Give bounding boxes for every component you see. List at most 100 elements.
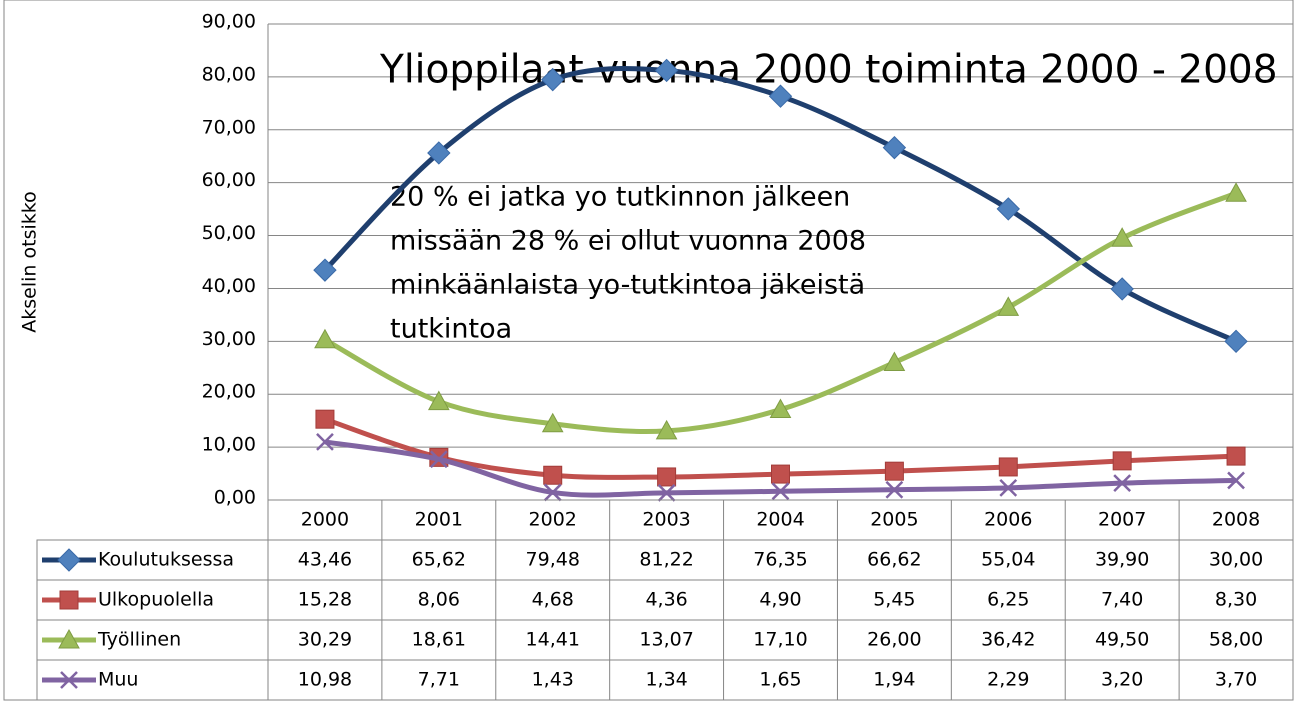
data-point xyxy=(657,467,677,487)
y-tick-label: 40,00 xyxy=(202,275,256,297)
data-point xyxy=(427,141,451,165)
data-point xyxy=(883,351,906,371)
data-table-value: 8,30 xyxy=(1215,589,1257,611)
y-tick-label: 70,00 xyxy=(202,116,256,138)
data-table-value: 66,62 xyxy=(867,549,921,571)
data-table-value: 26,00 xyxy=(867,629,921,651)
data-table-value: 15,28 xyxy=(298,589,352,611)
x-tick-label: 2001 xyxy=(415,509,463,531)
data-point xyxy=(999,479,1018,497)
data-table-value: 58,00 xyxy=(1209,629,1263,651)
x-tick-label: 2007 xyxy=(1098,509,1146,531)
data-table-value: 30,29 xyxy=(298,629,352,651)
data-point xyxy=(313,258,337,282)
data-table-value: 8,06 xyxy=(418,589,460,611)
annotation: tutkintoa xyxy=(390,314,512,345)
x-tick-label: 2005 xyxy=(870,509,918,531)
y-tick-label: 50,00 xyxy=(202,222,256,244)
data-point xyxy=(314,328,336,349)
data-table-value: 4,36 xyxy=(645,589,687,611)
data-point xyxy=(884,461,904,481)
data-table-value: 39,90 xyxy=(1095,549,1149,571)
x-tick-label: 2002 xyxy=(529,509,577,531)
data-table-value: 7,71 xyxy=(418,669,460,691)
data-point xyxy=(996,197,1020,221)
y-tick-label: 60,00 xyxy=(202,169,256,191)
data-table-value: 4,90 xyxy=(759,589,801,611)
data-table-value: 3,70 xyxy=(1215,669,1257,691)
data-table-value: 17,10 xyxy=(753,629,807,651)
y-tick-label: 30,00 xyxy=(202,328,256,350)
chart-title: Ylioppilaat vuonna 2000 toiminta 2000 - … xyxy=(379,48,1278,93)
data-point xyxy=(429,450,448,469)
chart-frame xyxy=(3,0,1294,701)
data-point xyxy=(997,296,1020,316)
data-table-value: 14,41 xyxy=(526,629,580,651)
data-point xyxy=(655,419,678,440)
data-table-value: 1,34 xyxy=(645,669,687,691)
legend-marker xyxy=(58,628,80,649)
data-point xyxy=(1113,474,1132,492)
data-point xyxy=(541,412,564,433)
data-point xyxy=(1111,227,1134,247)
data-table-value: 13,07 xyxy=(639,629,693,651)
data-point xyxy=(1226,446,1246,466)
data-point xyxy=(1224,329,1248,354)
annotation: 20 % ei jatka yo tutkinnon jälkeen xyxy=(390,182,850,213)
legend-marker xyxy=(59,590,79,610)
data-table-value: 79,48 xyxy=(526,549,580,571)
data-point xyxy=(885,480,904,499)
data-point xyxy=(1225,182,1247,202)
data-point xyxy=(427,390,450,411)
data-table-value: 18,61 xyxy=(412,629,466,651)
annotation: missään 28 % ei ollut vuonna 2008 xyxy=(390,226,866,257)
legend-label: Muu xyxy=(98,669,138,691)
data-point xyxy=(315,409,335,429)
data-table-value: 49,50 xyxy=(1095,629,1149,651)
x-tick-label: 2006 xyxy=(984,509,1032,531)
data-point xyxy=(543,483,562,502)
x-tick-label: 2004 xyxy=(756,509,804,531)
data-table-value: 1,65 xyxy=(759,669,801,691)
data-point xyxy=(541,67,565,92)
data-point xyxy=(657,484,676,502)
y-tick-label: 10,00 xyxy=(202,434,256,456)
data-point xyxy=(1110,277,1134,301)
legend-marker xyxy=(60,671,78,689)
legend-label: Koulutuksessa xyxy=(98,549,234,571)
data-table-value: 1,43 xyxy=(532,669,574,691)
data-point xyxy=(882,135,907,160)
data-point xyxy=(768,84,793,108)
x-tick-label: 2008 xyxy=(1212,509,1260,531)
data-table-value: 7,40 xyxy=(1101,589,1143,611)
data-table-value: 2,29 xyxy=(987,669,1029,691)
data-point xyxy=(654,58,679,83)
x-tick-label: 2000 xyxy=(301,509,349,531)
y-axis-label: Akselin otsikko xyxy=(19,191,41,332)
legend-label: Työllinen xyxy=(97,629,181,651)
data-table-value: 36,42 xyxy=(981,629,1035,651)
data-table-value: 30,00 xyxy=(1209,549,1263,571)
data-table-value: 81,22 xyxy=(639,549,693,571)
legend-marker xyxy=(57,548,81,572)
data-table-value: 43,46 xyxy=(298,549,352,571)
annotation: minkäänlaista yo-tutkintoa jäkeistä xyxy=(390,270,865,301)
y-tick-label: 20,00 xyxy=(202,381,256,403)
y-tick-label: 0,00 xyxy=(214,487,256,509)
data-point xyxy=(771,464,790,484)
data-point xyxy=(1112,451,1132,471)
data-point xyxy=(543,465,563,485)
data-table-value: 4,68 xyxy=(532,589,574,611)
data-table-value: 10,98 xyxy=(298,669,352,691)
y-tick-label: 80,00 xyxy=(202,63,256,85)
x-tick-label: 2003 xyxy=(642,509,690,531)
legend-label: Ulkopuolella xyxy=(98,589,214,611)
data-table-value: 6,25 xyxy=(987,589,1029,611)
data-table-value: 76,35 xyxy=(753,549,807,571)
data-table-value: 3,20 xyxy=(1101,669,1143,691)
data-point xyxy=(771,482,790,501)
data-point xyxy=(316,433,334,451)
data-point xyxy=(1227,471,1245,490)
data-point xyxy=(769,398,792,419)
